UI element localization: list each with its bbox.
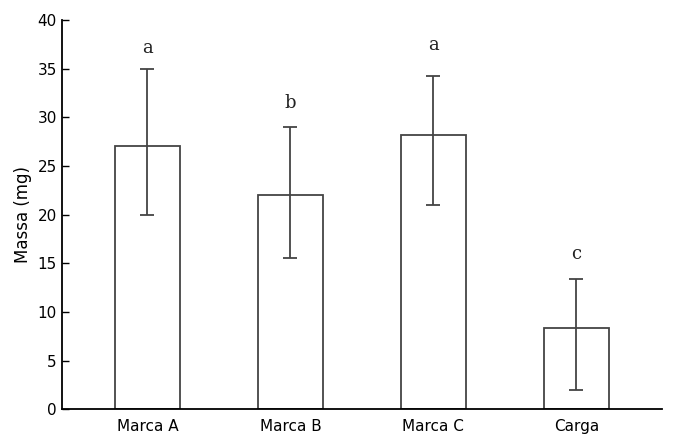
Bar: [402, 135, 466, 409]
Bar: [544, 327, 608, 409]
Bar: [258, 195, 322, 409]
Y-axis label: Massa (mg): Massa (mg): [14, 166, 32, 263]
Text: a: a: [142, 39, 153, 57]
Text: a: a: [428, 36, 439, 54]
Text: c: c: [571, 246, 581, 263]
Text: b: b: [285, 95, 296, 112]
Bar: [116, 146, 180, 409]
